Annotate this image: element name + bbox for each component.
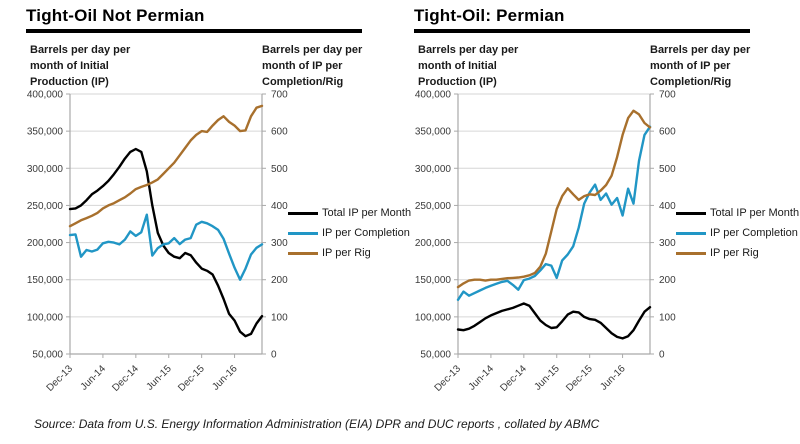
x-axis-tick-label: Jun-14 xyxy=(467,363,497,393)
legend-line-swatch xyxy=(676,231,706,235)
left-axis-tick-label: 100,000 xyxy=(415,312,452,323)
x-axis-tick-label: Dec-14 xyxy=(110,363,141,394)
left-axis-tick-label: 150,000 xyxy=(27,275,64,286)
title-underline xyxy=(414,29,750,33)
series-line xyxy=(456,302,652,340)
left-axis-tick-label: 50,000 xyxy=(32,350,63,361)
x-axis-tick-label: Dec-15 xyxy=(176,363,207,394)
series-line xyxy=(456,109,652,289)
right-axis-tick-label: 700 xyxy=(271,90,288,101)
left-axis-tick-label: 150,000 xyxy=(415,275,452,286)
left-axis-tick-label: 300,000 xyxy=(27,164,64,175)
right-axis-tick-label: 200 xyxy=(659,275,676,286)
left-axis-tick-label: 200,000 xyxy=(27,238,64,249)
chart-panel-permian: Tight-Oil: Permian Barrels per day per m… xyxy=(414,6,799,408)
left-axis-tick-label: 400,000 xyxy=(415,90,452,101)
legend-item: Total IP per Month xyxy=(676,207,799,219)
series-line xyxy=(68,104,264,228)
right-axis-tick-label: 100 xyxy=(659,312,676,323)
right-axis-tick-label: 600 xyxy=(271,127,288,138)
right-axis-tick-label: 100 xyxy=(271,312,288,323)
right-axis-label: Barrels per day per month of IP per Comp… xyxy=(650,44,751,88)
legend-item: IP per Rig xyxy=(288,247,411,259)
left-axis-tick-label: 300,000 xyxy=(415,164,452,175)
right-axis-label: Barrels per day per month of IP per Comp… xyxy=(262,44,363,88)
legend-label: IP per Completion xyxy=(322,227,410,239)
right-axis-tick-label: 0 xyxy=(271,350,277,361)
x-axis-tick-label: Jun-15 xyxy=(532,363,562,393)
legend-line-swatch xyxy=(288,231,318,235)
x-axis-tick-label: Jun-14 xyxy=(79,363,109,393)
x-axis-tick-label: Jun-15 xyxy=(144,363,174,393)
right-axis-tick-label: 300 xyxy=(271,238,288,249)
left-axis-tick-label: 200,000 xyxy=(415,238,452,249)
chart-panel-not-permian: Tight-Oil Not Permian Barrels per day pe… xyxy=(26,6,411,408)
series-line xyxy=(68,213,264,281)
x-axis-tick-label: Dec-13 xyxy=(433,363,464,394)
right-axis-tick-label: 500 xyxy=(659,164,676,175)
title-underline xyxy=(26,29,362,33)
right-axis-tick-label: 300 xyxy=(659,238,676,249)
chart-title: Tight-Oil Not Permian xyxy=(26,6,205,25)
legend-label: Total IP per Month xyxy=(710,207,800,219)
right-axis-tick-label: 400 xyxy=(659,201,676,212)
right-axis-tick-label: 500 xyxy=(271,164,288,175)
legend-label: Total IP per Month xyxy=(322,207,412,219)
left-axis-tick-label: 250,000 xyxy=(27,201,64,212)
legend-label: IP per Rig xyxy=(710,247,759,259)
legend-item: IP per Completion xyxy=(288,227,411,239)
left-axis-tick-label: 50,000 xyxy=(420,350,451,361)
legend-line-swatch xyxy=(288,251,318,255)
legend-label: IP per Completion xyxy=(710,227,798,239)
legend-line-swatch xyxy=(676,211,706,215)
left-axis-tick-label: 350,000 xyxy=(27,127,64,138)
legend: Total IP per Month IP per Completion IP … xyxy=(288,207,411,267)
series-line xyxy=(68,147,264,338)
legend-item: IP per Rig xyxy=(676,247,799,259)
left-axis-label: Barrels per day per month of Initial Pro… xyxy=(30,44,131,88)
x-axis-tick-label: Jun-16 xyxy=(598,363,628,393)
legend: Total IP per Month IP per Completion IP … xyxy=(676,207,799,267)
right-axis-tick-label: 0 xyxy=(659,350,665,361)
legend-label: IP per Rig xyxy=(322,247,371,259)
legend-item: Total IP per Month xyxy=(288,207,411,219)
right-axis-tick-label: 600 xyxy=(659,127,676,138)
x-axis-tick-label: Dec-13 xyxy=(45,363,76,394)
left-axis-tick-label: 350,000 xyxy=(415,127,452,138)
right-axis-tick-label: 200 xyxy=(271,275,288,286)
left-axis-label: Barrels per day per month of Initial Pro… xyxy=(418,44,519,88)
right-axis-tick-label: 400 xyxy=(271,201,288,212)
left-axis-tick-label: 400,000 xyxy=(27,90,64,101)
x-axis-tick-label: Dec-15 xyxy=(564,363,595,394)
line-chart-permian: 400,000 700 350,000 600 300,000 500 250,000 400… xyxy=(415,90,676,394)
left-axis-tick-label: 250,000 xyxy=(415,201,452,212)
x-axis-tick-label: Dec-14 xyxy=(498,363,529,394)
left-axis-tick-label: 100,000 xyxy=(27,312,64,323)
x-axis-tick-label: Jun-16 xyxy=(210,363,240,393)
source-note: Source: Data from U.S. Energy Informatio… xyxy=(34,417,600,431)
line-chart-not-permian: 400,000 700 350,000 600 300,000 500 250,000 400… xyxy=(27,90,288,394)
legend-line-swatch xyxy=(288,211,318,215)
legend-line-swatch xyxy=(676,251,706,255)
series-line xyxy=(456,125,652,302)
right-axis-tick-label: 700 xyxy=(659,90,676,101)
legend-item: IP per Completion xyxy=(676,227,799,239)
chart-title: Tight-Oil: Permian xyxy=(414,6,565,25)
